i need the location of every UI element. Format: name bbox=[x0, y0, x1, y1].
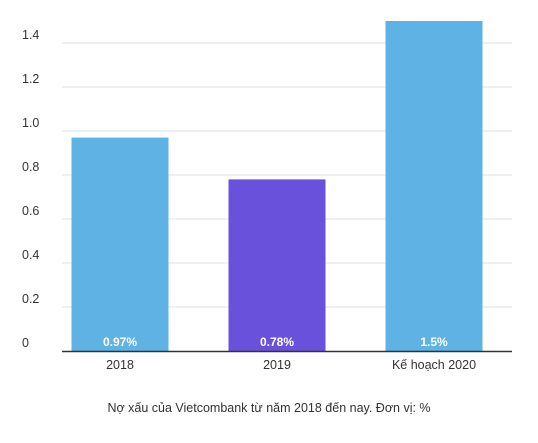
y-tick-label: 1.2 bbox=[22, 72, 39, 86]
data-labels: 0.97% 0.78% 1.5% bbox=[103, 335, 448, 349]
y-tick-label: 1.4 bbox=[22, 28, 39, 42]
chart-caption: Nợ xấu của Vietcombank từ năm 2018 đến n… bbox=[107, 401, 431, 415]
data-label: 0.78% bbox=[260, 335, 294, 349]
y-tick-label: 1.0 bbox=[22, 116, 39, 130]
data-label: 1.5% bbox=[420, 335, 448, 349]
y-tick-label: 0.8 bbox=[22, 160, 39, 174]
bar bbox=[385, 21, 483, 351]
y-tick-label: 0.4 bbox=[22, 248, 39, 262]
x-tick-label: Kế hoạch 2020 bbox=[392, 358, 476, 372]
data-label: 0.97% bbox=[103, 335, 137, 349]
x-tick-label: 2019 bbox=[263, 358, 291, 372]
y-tick-label: 0 bbox=[22, 336, 29, 350]
y-axis-ticks: 0 0.2 0.4 0.6 0.8 1.0 1.2 1.4 bbox=[22, 28, 39, 350]
bars bbox=[71, 21, 483, 351]
y-tick-label: 0.6 bbox=[22, 204, 39, 218]
x-tick-label: 2018 bbox=[106, 358, 134, 372]
bar bbox=[228, 179, 326, 351]
x-axis-ticks: 2018 2019 Kế hoạch 2020 bbox=[106, 358, 476, 372]
y-tick-label: 0.2 bbox=[22, 292, 39, 306]
bar-chart: 0 0.2 0.4 0.6 0.8 1.0 1.2 1.4 0.97% 0.78% 1.5% 20… bbox=[22, 21, 512, 372]
bar bbox=[71, 137, 169, 351]
